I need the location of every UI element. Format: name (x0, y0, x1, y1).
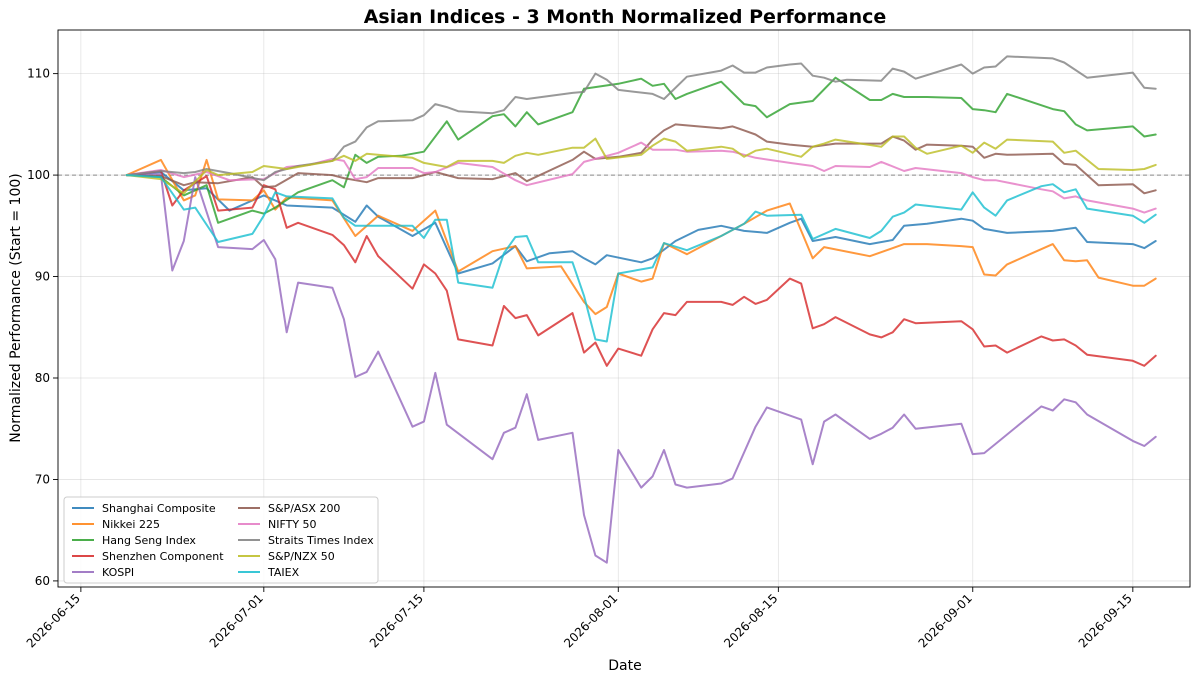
series-line-kospi (125, 173, 1157, 564)
series-line-shanghai-composite (125, 171, 1157, 275)
chart-title: Asian Indices - 3 Month Normalized Perfo… (364, 6, 887, 28)
legend-entry: Hang Seng Index (102, 534, 196, 547)
legend-entry: S&P/NZX 50 (268, 550, 335, 563)
y-tick-label: 100 (27, 168, 50, 182)
series-line-s-p-nzx-50 (125, 135, 1157, 195)
legend-entry: TAIEX (267, 566, 300, 579)
legend: Shanghai Composite Nikkei 225 Hang Seng In… (63, 496, 379, 584)
series-line-shenzhen-component (125, 170, 1157, 367)
y-tick-label: 70 (35, 472, 50, 486)
legend-entry: Shanghai Composite (102, 502, 216, 515)
series-line-straits-times-index (125, 55, 1157, 182)
plot-area-frame (57, 29, 1191, 588)
legend-entry: S&P/ASX 200 (268, 502, 340, 515)
series-line-taiex (125, 174, 1157, 343)
series-line-s-p-asx-200 (125, 123, 1157, 195)
legend-entry: NIFTY 50 (268, 518, 317, 531)
series-line-hang-seng-index (125, 76, 1157, 224)
y-axis-ticks: 60 70 80 90 100 110 (27, 67, 58, 588)
y-tick-label: 60 (35, 574, 50, 588)
y-axis-label: Normalized Performance (Start = 100) (8, 173, 24, 443)
x-axis-label: Date (608, 658, 641, 674)
series-lines (125, 55, 1157, 564)
y-tick-label: 90 (35, 270, 50, 284)
y-tick-label: 80 (35, 371, 50, 385)
legend-entry: Nikkei 225 (102, 518, 160, 531)
legend-entry: Straits Times Index (268, 534, 374, 547)
legend-box (63, 496, 379, 584)
legend-entry: Shenzhen Component (102, 550, 224, 563)
legend-entry: KOSPI (102, 566, 134, 579)
y-tick-label: 110 (27, 67, 50, 81)
